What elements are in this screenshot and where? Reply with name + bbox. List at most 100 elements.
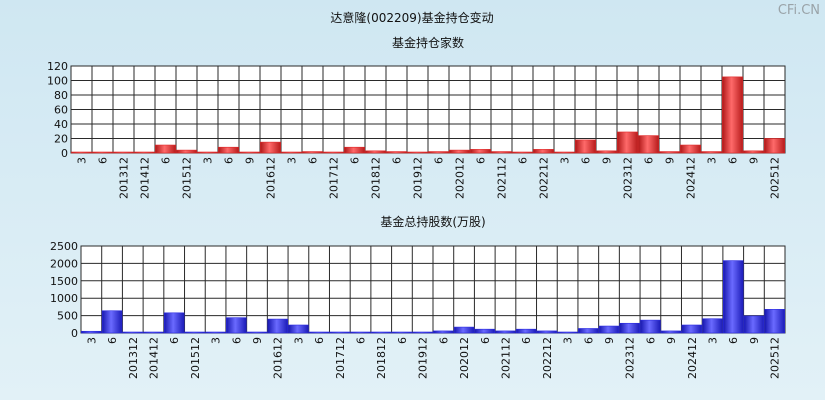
holders-ytick-label: 100 (47, 75, 68, 88)
shares-xtick-label: 201912 (417, 337, 430, 379)
holders-bar (386, 151, 407, 154)
shares-bar (764, 309, 785, 334)
holders-xtick-label: 6 (580, 157, 593, 164)
holders-xtick-label: 201912 (412, 157, 425, 199)
holders-bar (365, 150, 386, 154)
shares-bar (143, 331, 164, 334)
holders-chart-title: 基金持仓家数 (392, 35, 464, 50)
shares-bar (184, 331, 206, 334)
holders-bar (323, 151, 344, 154)
holders-xtick-label: 6 (97, 157, 110, 164)
holders-bar (407, 151, 428, 154)
holders-xtick-label: 201812 (370, 157, 383, 199)
shares-xtick-label: 6 (520, 337, 533, 344)
holders-bar (680, 144, 701, 154)
holders-bar (239, 151, 260, 154)
holders-xtick-label: 3 (76, 157, 89, 164)
shares-xtick-label: 9 (748, 337, 761, 344)
shares-xtick-label: 201312 (127, 337, 140, 379)
shares-bar (391, 331, 413, 334)
holders-xtick-label: 202312 (622, 157, 635, 199)
shares-bar (722, 260, 744, 334)
holders-bar (260, 141, 281, 154)
holders-xtick-label: 6 (475, 157, 488, 164)
holders-xtick-label: 9 (244, 157, 257, 164)
shares-xtick-label: 3 (707, 337, 720, 344)
holders-xtick-label: 6 (223, 157, 236, 164)
holders-bar (575, 139, 596, 154)
holders-bar (176, 149, 197, 154)
shares-bar (619, 322, 640, 334)
shares-xtick-label: 9 (665, 337, 678, 344)
shares-xtick-label: 3 (292, 337, 305, 344)
holders-xtick-label: 201712 (328, 157, 341, 199)
holders-xtick-label: 202412 (685, 157, 698, 199)
holders-bar (92, 151, 113, 154)
holders-xtick-label: 202012 (454, 157, 467, 199)
shares-xtick-label: 202212 (541, 337, 554, 379)
holders-bar (344, 146, 365, 154)
holders-bar (491, 151, 512, 154)
holders-xtick-label: 3 (706, 157, 719, 164)
shares-xtick-label: 6 (479, 337, 492, 344)
holders-xtick-label: 6 (349, 157, 362, 164)
holders-bar (764, 138, 785, 154)
shares-bar (702, 318, 723, 334)
holders-bar (512, 151, 533, 154)
holders-bar (596, 150, 617, 154)
shares-bar (495, 330, 516, 334)
shares-bar (308, 331, 330, 334)
shares-ytick-label: 1000 (50, 292, 78, 305)
shares-xtick-label: 6 (396, 337, 409, 344)
shares-bar (640, 319, 661, 334)
shares-bar (246, 331, 268, 334)
shares-bar (350, 331, 371, 334)
shares-xtick-label: 201612 (272, 337, 285, 379)
shares-xtick-label: 6 (230, 337, 243, 344)
shares-xtick-label: 201812 (375, 337, 388, 379)
shares-bar (515, 328, 537, 334)
holders-bar (638, 135, 659, 154)
shares-xtick-label: 6 (355, 337, 368, 344)
holders-ytick-label: 60 (54, 104, 68, 117)
holders-bar (617, 131, 638, 154)
holders-bar (197, 151, 218, 154)
shares-ytick-label: 2000 (50, 257, 78, 270)
holders-bar (722, 76, 743, 154)
shares-bar (474, 328, 496, 334)
holders-xtick-label: 3 (559, 157, 572, 164)
shares-ytick-label: 0 (71, 327, 78, 340)
holders-bar (71, 151, 92, 154)
holders-xtick-label: 6 (307, 157, 320, 164)
holders-xtick-label: 6 (391, 157, 404, 164)
shares-xtick-label: 202412 (686, 337, 699, 379)
shares-bar (163, 312, 185, 334)
shares-xtick-label: 6 (313, 337, 326, 344)
shares-xtick-label: 9 (251, 337, 264, 344)
page-title: 达意隆(002209)基金持仓变动 (330, 10, 493, 25)
shares-bar (660, 330, 682, 334)
shares-chart-title: 基金总持股数(万股) (380, 214, 485, 229)
holders-bar (428, 151, 449, 154)
holders-bar (701, 151, 722, 154)
shares-bar (433, 330, 454, 334)
shares-bar (81, 330, 102, 334)
shares-xtick-label: 6 (727, 337, 740, 344)
holders-bar (533, 149, 554, 154)
shares-bar (681, 324, 703, 334)
holders-xtick-label: 3 (286, 157, 299, 164)
shares-bar (557, 331, 578, 334)
holders-bar (218, 146, 239, 154)
holders-xtick-label: 3 (202, 157, 215, 164)
shares-bar (288, 324, 309, 334)
holders-xtick-label: 6 (517, 157, 530, 164)
holders-xtick-label: 201412 (139, 157, 152, 199)
shares-bar (101, 310, 123, 334)
shares-bar (453, 326, 475, 334)
shares-bar (205, 331, 226, 334)
holders-bar (554, 151, 575, 154)
holders-bar (302, 151, 323, 154)
shares-ytick-label: 1500 (50, 275, 78, 288)
holders-ytick-label: 40 (54, 118, 68, 131)
